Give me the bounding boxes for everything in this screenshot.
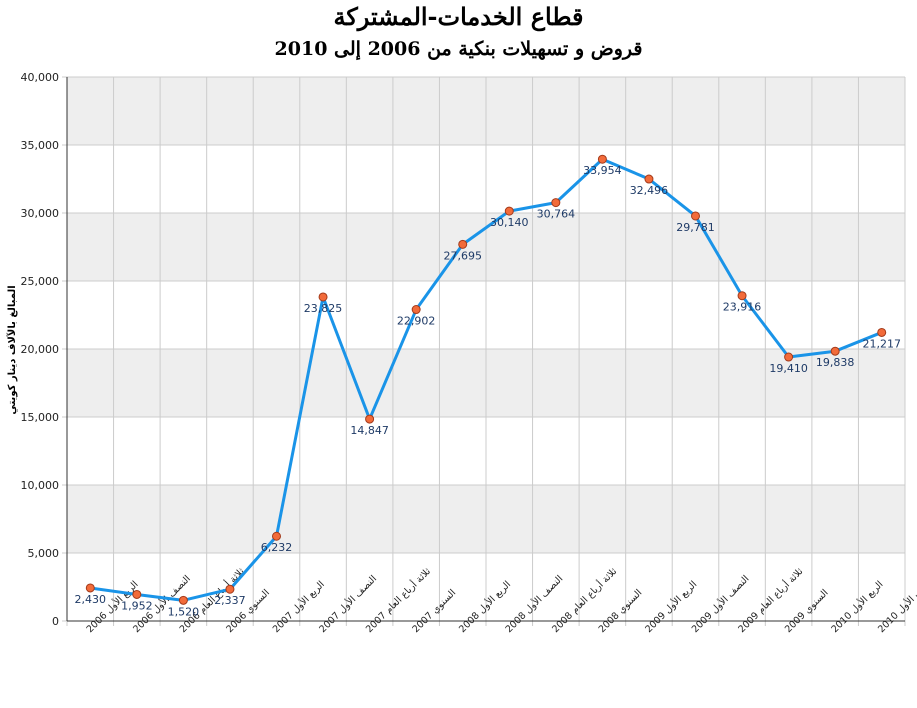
data-label: 33,954 xyxy=(583,164,622,177)
series-line xyxy=(90,157,883,602)
data-label: 6,232 xyxy=(261,541,293,554)
x-tick-label: النصف الأول 2010 xyxy=(875,573,917,635)
data-point xyxy=(458,239,468,249)
data-label: 19,838 xyxy=(816,356,855,369)
data-point xyxy=(504,206,514,216)
axes xyxy=(66,77,905,622)
data-point xyxy=(411,305,421,315)
y-tick-label: 25,000 xyxy=(21,275,60,288)
data-label: 30,764 xyxy=(537,208,576,221)
y-tick-label: 35,000 xyxy=(21,139,60,152)
y-tick-labels: 0 5,000 10,000 15,000 20,000 25,000 30,000 35,0… xyxy=(21,71,60,628)
markers xyxy=(85,154,887,605)
y-tick-label: 40,000 xyxy=(21,71,60,84)
data-label: 23,825 xyxy=(304,302,343,315)
x-tick-label: السنوي 2009 xyxy=(783,587,831,635)
y-tick-label: 5,000 xyxy=(28,547,60,560)
data-point xyxy=(830,346,840,356)
data-point xyxy=(225,584,235,594)
data-labels: 2,430 1,952 1,520 2,337 6,232 23,825 14,847 22,… xyxy=(75,164,901,618)
chart-title: قطاع الخدمات-المشتركة xyxy=(333,2,584,31)
y-tick-label: 0 xyxy=(52,615,59,628)
x-tick-label: السنوي 2008 xyxy=(597,587,645,635)
data-label: 27,695 xyxy=(443,249,482,262)
x-tick-label: السنوي 2007 xyxy=(411,587,459,635)
data-point xyxy=(318,292,328,302)
data-label: 29,781 xyxy=(676,221,715,234)
data-label: 1,520 xyxy=(168,605,200,618)
data-label: 22,902 xyxy=(397,315,436,328)
data-point xyxy=(551,198,561,208)
data-point xyxy=(737,291,747,301)
data-label: 32,496 xyxy=(630,184,669,197)
data-point xyxy=(877,327,887,337)
data-point xyxy=(644,174,654,184)
data-point xyxy=(691,211,700,221)
y-tick-label: 10,000 xyxy=(21,479,60,492)
chart-subtitle: قروض و تسهيلات بنكية من 2006 إلى 2010 xyxy=(274,38,643,60)
data-point xyxy=(784,352,794,362)
data-label: 1,952 xyxy=(121,599,153,612)
data-label: 30,140 xyxy=(490,216,529,229)
data-label: 14,847 xyxy=(350,424,389,437)
data-label: 2,430 xyxy=(75,593,107,606)
y-axis-label: المبالغ بالآلاف دينار كويتي xyxy=(6,285,18,414)
data-point xyxy=(365,414,375,424)
data-label: 21,217 xyxy=(862,337,901,350)
data-point xyxy=(272,531,281,541)
data-label: 19,410 xyxy=(769,362,808,375)
y-tick-label: 30,000 xyxy=(21,207,60,220)
y-tick-label: 20,000 xyxy=(21,343,60,356)
data-point xyxy=(85,583,95,593)
data-point xyxy=(132,589,142,599)
y-tick-label: 15,000 xyxy=(21,411,60,424)
data-label: 2,337 xyxy=(214,594,246,607)
data-label: 23,916 xyxy=(723,301,762,314)
series xyxy=(90,157,883,602)
data-point xyxy=(178,595,188,605)
data-point xyxy=(597,154,607,164)
